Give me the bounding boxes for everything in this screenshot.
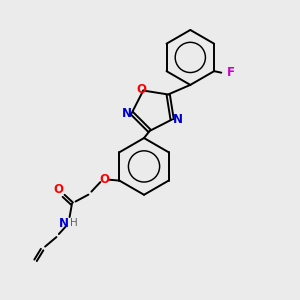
Text: N: N xyxy=(172,113,182,126)
Text: N: N xyxy=(58,217,69,230)
Text: F: F xyxy=(226,66,235,79)
Text: H: H xyxy=(70,218,78,228)
Text: O: O xyxy=(137,82,147,95)
Text: O: O xyxy=(53,183,64,196)
Text: N: N xyxy=(122,106,131,120)
Text: O: O xyxy=(99,172,109,186)
